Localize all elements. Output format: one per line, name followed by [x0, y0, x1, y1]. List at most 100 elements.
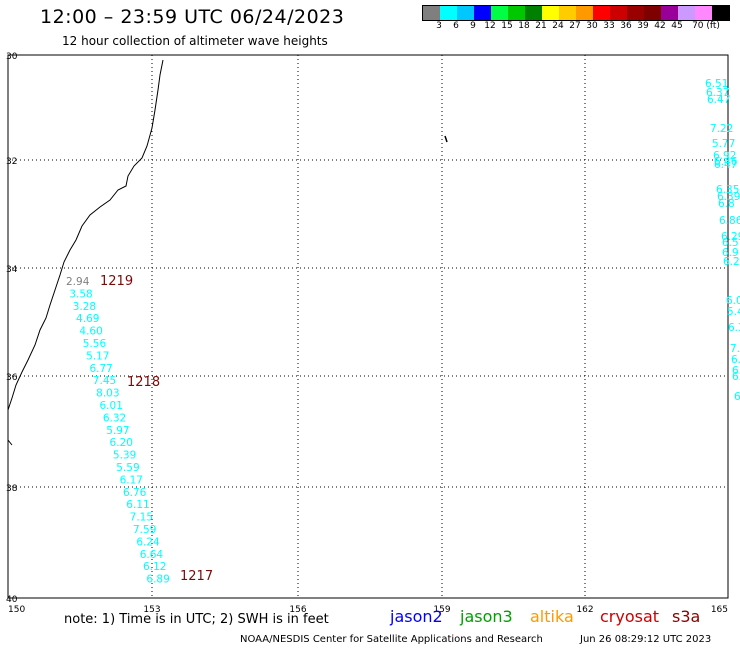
scale-swatch — [457, 6, 474, 20]
swh-value-label-east: 6.5 — [732, 365, 740, 377]
swh-value-label-east: 6.3 — [728, 322, 740, 334]
scale-tick-label: 45 — [671, 21, 683, 31]
scale-swatch — [508, 6, 525, 20]
swh-value-label: 6.17 — [120, 474, 143, 486]
scale-tick-label: 39 — [637, 21, 649, 31]
legend-jason2: jason2 — [390, 607, 443, 626]
coastline-fragment — [7, 439, 13, 446]
scale-tick-label: 27 — [569, 21, 581, 31]
swh-value-label: 5.39 — [113, 450, 136, 462]
scale-swatch — [542, 6, 559, 20]
swh-value-label-east: 6.0 — [726, 295, 740, 307]
swh-value-label: 8.03 — [96, 388, 119, 400]
scale-swatch — [627, 6, 644, 20]
island-mark — [444, 135, 448, 143]
legend-jason3: jason3 — [460, 607, 513, 626]
swh-value-label-east: 6.29 — [721, 231, 740, 243]
lat-label: 30 — [6, 52, 18, 62]
page-title: 12:00 – 23:59 UTC 06/24/2023 — [40, 6, 345, 28]
scale-swatch — [423, 6, 440, 20]
swh-value-label: 3.28 — [73, 301, 96, 313]
pass-id-label: 1218 — [127, 375, 160, 390]
swh-value-label: 5.56 — [83, 338, 107, 350]
lat-label: 32 — [6, 157, 17, 167]
scale-tick-label: 15 — [501, 21, 513, 31]
legend-cryosat: cryosat — [600, 607, 660, 626]
scale-tick-label: 33 — [603, 21, 615, 31]
scale-swatch — [440, 6, 457, 20]
footer-credit: NOAA/NESDIS Center for Satellite Applica… — [240, 634, 543, 645]
scale-tick-label: 42 — [654, 21, 666, 31]
scale-swatch — [712, 6, 729, 20]
scale-swatch — [661, 6, 678, 20]
scale-tick-label: 21 — [535, 21, 547, 31]
swh-value-label: 6.77 — [89, 363, 112, 375]
scale-swatch — [610, 6, 627, 20]
swh-value-label: 2.94 — [66, 276, 90, 288]
swh-value-label: 5.59 — [116, 462, 139, 474]
swh-value-label-east: 6.7 — [731, 354, 740, 366]
swh-value-label: 5.17 — [86, 350, 109, 362]
scale-swatch — [491, 6, 508, 20]
swh-value-label-east: 6.86 — [719, 215, 740, 227]
swh-value-label: 4.69 — [76, 313, 99, 325]
swh-value-label-east: 5.77 — [712, 138, 735, 150]
pass-id-label: 1219 — [100, 274, 133, 289]
swh-value-label: 7.59 — [133, 524, 156, 536]
swh-value-label-east: 6.92 — [713, 150, 736, 162]
lon-label: 159 — [433, 605, 450, 615]
swh-value-label-east: 6.47 — [714, 159, 737, 171]
swh-value-label-east: 7.2 — [730, 343, 740, 355]
swh-value-label-east: 7.22 — [710, 123, 733, 135]
scale-swatch — [593, 6, 610, 20]
scale-swatch — [559, 6, 576, 20]
scale-tick-label: 12 — [484, 21, 496, 31]
swh-value-label-east: 6.39 — [717, 191, 740, 203]
lon-label: 150 — [8, 605, 25, 615]
lat-label: 38 — [6, 484, 18, 494]
swh-value-label-east: 6.51 — [705, 78, 728, 90]
swh-value-label: 7.15 — [130, 512, 153, 524]
swh-value-label: 6.11 — [126, 499, 149, 511]
lat-label: 40 — [6, 595, 18, 605]
swh-value-label: 3.58 — [69, 288, 92, 300]
map-frame — [7, 54, 729, 599]
lon-label: 162 — [576, 605, 593, 615]
swh-value-label-east: 6.9 — [722, 247, 739, 259]
scale-swatch — [695, 6, 712, 20]
swh-value-label: 7.45 — [93, 375, 116, 387]
swh-value-label-east: 6.47 — [707, 94, 730, 106]
swh-value-label: 6.01 — [100, 400, 123, 412]
page-subtitle: 12 hour collection of altimeter wave hei… — [62, 34, 328, 48]
scale-tick-label: 18 — [518, 21, 530, 31]
lat-label: 36 — [6, 373, 18, 383]
swh-value-label-east: 6.46 — [714, 156, 738, 168]
swh-value-label-east: 6.2 — [723, 256, 740, 268]
swh-value-label-east: 6.8 — [734, 391, 740, 403]
color-scale-bar — [422, 5, 730, 21]
swh-value-label-east: 6.5 — [722, 237, 739, 249]
legend-s3a: s3a — [672, 607, 701, 626]
lon-label: 165 — [711, 605, 728, 615]
swh-value-label: 5.97 — [106, 425, 129, 437]
scale-swatch — [474, 6, 491, 20]
note-text: note: 1) Time is in UTC; 2) SWH is in fe… — [64, 612, 329, 627]
scale-swatch — [576, 6, 593, 20]
coastline — [7, 59, 164, 411]
legend-altika: altika — [530, 607, 574, 626]
swh-value-label: 6.76 — [123, 487, 147, 499]
lat-label: 34 — [6, 265, 18, 275]
swh-value-label: 6.20 — [110, 437, 133, 449]
swh-value-label: 6.24 — [136, 536, 160, 548]
swh-value-label: 6.12 — [143, 561, 166, 573]
scale-tick-label: 70 (ft) — [692, 21, 720, 31]
lon-label: 153 — [143, 605, 160, 615]
scale-swatch — [644, 6, 661, 20]
pass-id-label: 1217 — [180, 569, 213, 584]
scale-tick-label: 36 — [620, 21, 632, 31]
scale-swatch — [678, 6, 695, 20]
swh-value-label: 6.32 — [103, 412, 126, 424]
swh-value-label-east: 6.35 — [716, 184, 739, 196]
scale-tick-label: 3 — [436, 21, 442, 31]
